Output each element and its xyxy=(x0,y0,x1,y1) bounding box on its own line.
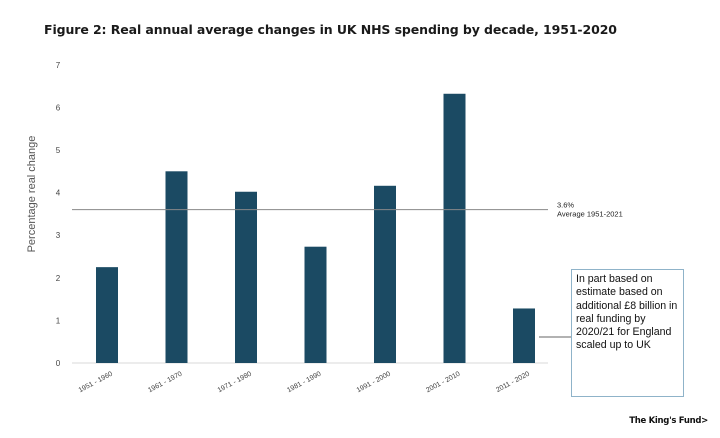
y-tick-label: 4 xyxy=(56,189,61,198)
x-tick-label: 1991 - 2000 xyxy=(356,371,392,395)
y-tick-label: 6 xyxy=(56,103,61,112)
brand-logo: The King's Fund> xyxy=(629,416,708,426)
x-axis: 1951 - 1960 1961 - 1970 1971 - 1980 1981 - … xyxy=(78,371,531,395)
bar-1991-2000 xyxy=(374,185,396,363)
bar-1971-1980 xyxy=(235,191,257,363)
y-tick-label: 2 xyxy=(56,274,61,283)
y-tick-label: 5 xyxy=(56,146,61,155)
bars xyxy=(96,93,535,363)
x-tick-label: 1971 - 1980 xyxy=(217,371,253,395)
bar-2001-2010 xyxy=(443,93,466,363)
average-value-label: 3.6% xyxy=(557,201,574,210)
bar-1951-1960 xyxy=(96,267,118,363)
y-tick-label: 0 xyxy=(56,359,61,368)
y-axis-label: Percentage real change xyxy=(26,136,38,253)
annotation-callout: In part based on estimate based on addit… xyxy=(571,269,684,397)
x-tick-label: 1951 - 1960 xyxy=(78,371,114,395)
x-tick-label: 1981 - 1990 xyxy=(286,371,322,395)
x-tick-label: 1961 - 1970 xyxy=(147,371,183,395)
chart-title: Figure 2: Real annual average changes in… xyxy=(44,22,617,37)
x-tick-label: 2001 - 2010 xyxy=(425,371,461,395)
y-tick-label: 1 xyxy=(56,316,61,325)
y-axis: 0 1 2 3 4 5 6 7 xyxy=(56,61,61,368)
average-label: Average 1951-2021 xyxy=(557,210,623,219)
y-tick-label: 3 xyxy=(56,231,61,240)
x-tick-label: 2011 - 2020 xyxy=(495,371,531,395)
bar-1961-1970 xyxy=(165,171,188,363)
bar-2011-2020 xyxy=(513,308,535,363)
bar-1981-1990 xyxy=(304,246,327,363)
y-tick-label: 7 xyxy=(56,61,61,70)
